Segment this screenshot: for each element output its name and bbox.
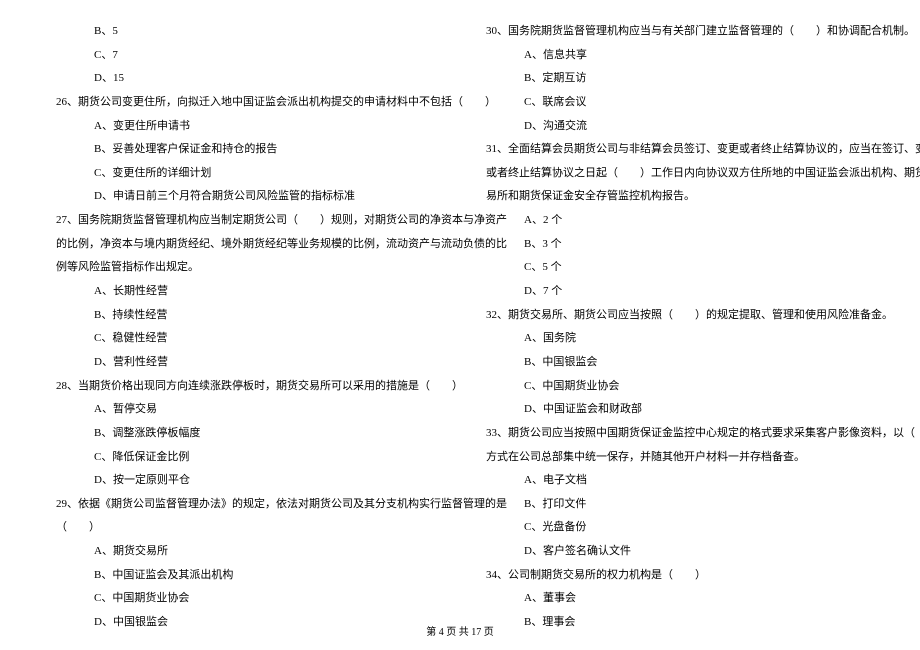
option-line: C、中国期货业协会: [40, 587, 450, 611]
question-line: 26、期货公司变更住所，向拟迁入地中国证监会派出机构提交的申请材料中不包括（ ）: [40, 91, 450, 115]
option-line: C、联席会议: [470, 91, 880, 115]
option-line: D、中国证监会和财政部: [470, 398, 880, 422]
option-line: A、暂停交易: [40, 398, 450, 422]
question-line: 的比例，净资本与境内期货经纪、境外期货经纪等业务规模的比例，流动资产与流动负债的…: [40, 233, 450, 257]
option-line: B、持续性经营: [40, 304, 450, 328]
option-line: A、期货交易所: [40, 540, 450, 564]
option-line: A、2 个: [470, 209, 880, 233]
question-line: 30、国务院期货监督管理机构应当与有关部门建立监督管理的（ ）和协调配合机制。: [470, 20, 880, 44]
option-line: D、营利性经营: [40, 351, 450, 375]
option-line: C、变更住所的详细计划: [40, 162, 450, 186]
option-line: B、3 个: [470, 233, 880, 257]
question-line: 易所和期货保证金安全存管监控机构报告。: [470, 185, 880, 209]
option-line: A、长期性经营: [40, 280, 450, 304]
question-line: 28、当期货价格出现同方向连续涨跌停板时，期货交易所可以采用的措施是（ ）: [40, 375, 450, 399]
page-footer: 第 4 页 共 17 页: [0, 623, 920, 638]
option-line: A、国务院: [470, 327, 880, 351]
option-line: B、定期互访: [470, 67, 880, 91]
question-line: 例等风险监管指标作出规定。: [40, 256, 450, 280]
option-line: B、妥善处理客户保证金和持仓的报告: [40, 138, 450, 162]
option-line: A、变更住所申请书: [40, 115, 450, 139]
option-line: D、沟通交流: [470, 115, 880, 139]
option-line: C、5 个: [470, 256, 880, 280]
question-line: （ ）: [40, 516, 450, 540]
question-line: 31、全面结算会员期货公司与非结算会员签订、变更或者终止结算协议的，应当在签订、…: [470, 138, 880, 162]
question-line: 33、期货公司应当按照中国期货保证金监控中心规定的格式要求采集客户影像资料，以（…: [470, 422, 880, 446]
option-line: A、信息共享: [470, 44, 880, 68]
option-line: D、申请日前三个月符合期货公司风险监管的指标标准: [40, 185, 450, 209]
question-line: 或者终止结算协议之日起（ ）工作日内向协议双方住所地的中国证监会派出机构、期货交: [470, 162, 880, 186]
question-line: 29、依据《期货公司监督管理办法》的规定，依法对期货公司及其分支机构实行监督管理…: [40, 493, 450, 517]
option-line: B、调整涨跌停板幅度: [40, 422, 450, 446]
option-line: D、客户签名确认文件: [470, 540, 880, 564]
option-line: D、7 个: [470, 280, 880, 304]
option-line: C、降低保证金比例: [40, 446, 450, 470]
option-line: A、电子文档: [470, 469, 880, 493]
question-line: 32、期货交易所、期货公司应当按照（ ）的规定提取、管理和使用风险准备金。: [470, 304, 880, 328]
option-line: C、7: [40, 44, 450, 68]
exam-page: B、5C、7D、1526、期货公司变更住所，向拟迁入地中国证监会派出机构提交的申…: [0, 0, 920, 610]
option-line: A、董事会: [470, 587, 880, 611]
option-line: B、5: [40, 20, 450, 44]
question-line: 34、公司制期货交易所的权力机构是（ ）: [470, 564, 880, 588]
option-line: B、打印文件: [470, 493, 880, 517]
option-line: C、中国期货业协会: [470, 375, 880, 399]
question-line: 27、国务院期货监督管理机构应当制定期货公司（ ）规则，对期货公司的净资本与净资…: [40, 209, 450, 233]
option-line: C、稳健性经营: [40, 327, 450, 351]
left-column: B、5C、7D、1526、期货公司变更住所，向拟迁入地中国证监会派出机构提交的申…: [30, 20, 460, 610]
right-column: 30、国务院期货监督管理机构应当与有关部门建立监督管理的（ ）和协调配合机制。A…: [460, 20, 890, 610]
option-line: B、中国证监会及其派出机构: [40, 564, 450, 588]
option-line: C、光盘备份: [470, 516, 880, 540]
question-line: 方式在公司总部集中统一保存，并随其他开户材料一并存档备查。: [470, 446, 880, 470]
option-line: D、15: [40, 67, 450, 91]
option-line: B、中国银监会: [470, 351, 880, 375]
option-line: D、按一定原则平仓: [40, 469, 450, 493]
